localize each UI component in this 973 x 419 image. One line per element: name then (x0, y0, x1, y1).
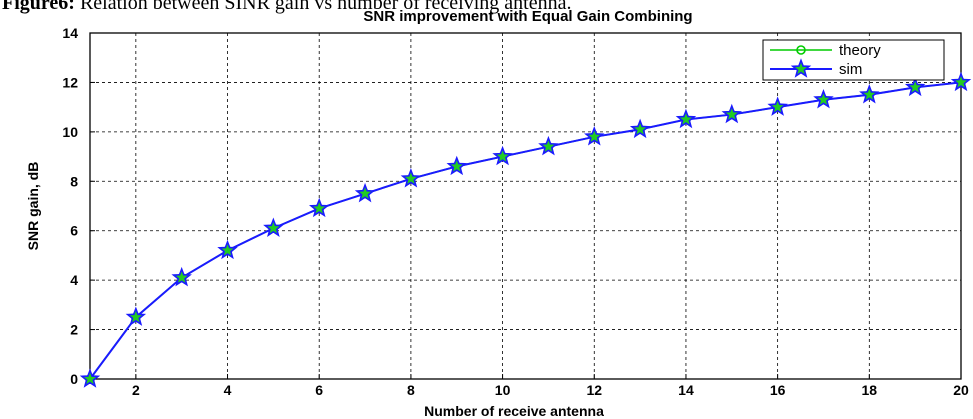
figure-caption: Figure6: Relation between SINR gain vs n… (2, 0, 571, 14)
data-point-sim (950, 71, 972, 92)
legend-box (762, 39, 945, 81)
figure-caption-label: Figure6: (2, 0, 75, 14)
legend-swatch-marker (790, 58, 812, 78)
data-point-sim (813, 88, 834, 109)
y-tick-label: 2 (70, 322, 78, 338)
data-point-sim (400, 168, 422, 188)
y-tick-label: 4 (70, 272, 78, 288)
series-layer (79, 71, 972, 388)
data-point-sim (629, 118, 651, 139)
y-tick-label: 0 (70, 371, 78, 387)
plot-border (89, 32, 962, 380)
data-point-sim (171, 266, 192, 287)
data-point-sim (538, 135, 559, 156)
data-point-sim (125, 306, 147, 326)
x-tick-label: 12 (586, 382, 602, 398)
x-axis-label: Number of receive antenna (424, 403, 604, 419)
x-tick-label: 6 (315, 382, 323, 398)
legend-label-theory: theory (839, 42, 881, 59)
data-point-sim (767, 96, 788, 116)
legend: theory sim (762, 39, 945, 81)
x-tick-label: 2 (132, 382, 140, 398)
series-line-sim (89, 81, 962, 380)
grid-lines (90, 33, 962, 379)
data-point-sim (904, 76, 926, 97)
x-tick-label: 16 (770, 382, 786, 398)
data-point-sim (492, 145, 513, 166)
y-tick-label: 8 (70, 173, 78, 189)
chart-title: SNR improvement with Equal Gain Combinin… (363, 8, 692, 25)
data-point-sim (217, 239, 238, 260)
figure-caption-text: Relation between SINR gain vs number of … (75, 0, 572, 14)
legend-item-theory: theory (770, 42, 881, 59)
x-tick-label: 4 (224, 382, 232, 398)
data-point-sim (79, 368, 101, 388)
data-point-sim (354, 182, 376, 203)
data-point-sim (675, 108, 697, 129)
data-point-sim (446, 155, 467, 176)
x-tick-label: 8 (407, 382, 415, 398)
y-tick-label: 6 (70, 223, 78, 239)
data-point-sim (859, 84, 880, 104)
plot-area (89, 32, 962, 380)
legend-item-sim: sim (770, 58, 862, 78)
y-tick-label: 10 (62, 124, 78, 140)
axis-ticks: 2 4 6 8 10 12 14 16 18 20 0 2 4 6 8 10 12 14 (62, 25, 969, 398)
y-axis-label: SNR gain, dB (25, 162, 41, 251)
x-tick-label: 20 (953, 382, 969, 398)
data-point-sim (721, 103, 743, 124)
data-point-sim (584, 126, 605, 146)
legend-label-sim: sim (839, 61, 862, 78)
x-tick-label: 14 (678, 382, 694, 398)
x-tick-label: 10 (495, 382, 511, 398)
y-tick-label: 12 (62, 74, 78, 90)
legend-swatch-marker (796, 45, 806, 55)
data-point-sim (263, 217, 284, 237)
series-sim (79, 71, 972, 388)
x-tick-label: 18 (862, 382, 878, 398)
data-point-sim (308, 197, 330, 218)
y-tick-label: 14 (62, 25, 78, 41)
